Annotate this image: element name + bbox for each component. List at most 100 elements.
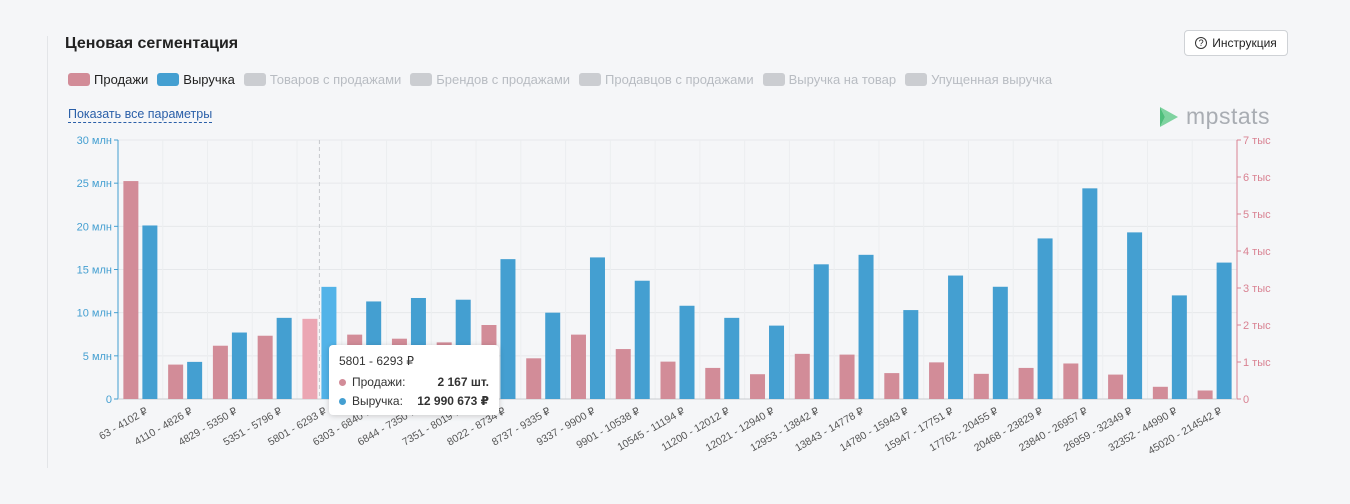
bar-sales — [794, 353, 810, 399]
bar-revenue — [1127, 232, 1143, 399]
bar-revenue — [142, 225, 158, 399]
y-right-tick-label: 0 — [1243, 394, 1249, 406]
bar-revenue — [1216, 262, 1232, 399]
bar-sales — [884, 373, 900, 399]
bar-revenue — [1082, 188, 1098, 399]
legend-item-sales[interactable]: Продажи — [68, 72, 148, 87]
legend-swatch — [243, 73, 266, 86]
legend-swatch — [157, 73, 180, 86]
mpstats-logo: mpstats — [1158, 103, 1270, 130]
y-right-tick-label: 4 тыс — [1243, 246, 1271, 258]
tooltip-label: Продажи: — [352, 375, 406, 389]
show-all-parameters-link[interactable]: Показать все параметры — [68, 107, 213, 123]
bar-revenue — [1171, 295, 1187, 399]
legend-label: Упущенная выручка — [931, 72, 1053, 87]
y-right-tick-label: 3 тыс — [1243, 283, 1271, 295]
legend-label: Брендов с продажами — [436, 72, 571, 87]
bar-sales — [615, 349, 631, 399]
bar-sales — [1063, 363, 1079, 399]
chart-legend: Продажи Выручка Товаров с продажами Брен… — [68, 72, 1052, 87]
y-left-tick-label: 15 млн — [77, 265, 112, 277]
legend-label: Продажи — [94, 72, 149, 87]
bar-revenue — [992, 286, 1008, 399]
bar-sales — [750, 374, 766, 399]
bar-sales — [570, 334, 586, 399]
y-left-tick-label: 10 млн — [77, 308, 112, 320]
chart-tooltip: 5801 - 6293 ₽ Продажи: 2 167 шт. Выручка… — [329, 345, 499, 415]
legend-item-revenue-per-product[interactable]: Выручка на товар — [762, 72, 897, 87]
bar-sales — [929, 362, 945, 399]
legend-swatch — [762, 73, 785, 86]
tooltip-dot — [339, 378, 346, 386]
bar-revenue — [500, 259, 516, 399]
y-right-tick-label: 2 тыс — [1243, 320, 1271, 332]
bar-sales — [839, 354, 855, 399]
bar-sales — [660, 361, 676, 399]
y-left-tick-label: 30 млн — [77, 135, 112, 147]
legend-item-revenue[interactable]: Выручка — [157, 72, 235, 87]
bar-sales — [1108, 374, 1124, 399]
bar-revenue — [545, 312, 561, 399]
bar-revenue — [769, 325, 785, 399]
bar-revenue — [858, 254, 874, 399]
legend-item-lost-revenue[interactable]: Упущенная выручка — [905, 72, 1052, 87]
bar-sales — [257, 335, 273, 399]
tooltip-title: 5801 - 6293 ₽ — [339, 354, 415, 368]
y-right-tick-label: 5 тыс — [1243, 209, 1271, 221]
legend-swatch — [68, 73, 90, 86]
bar-revenue — [276, 317, 292, 399]
tooltip-dot — [339, 397, 346, 405]
page-title: Ценовая сегментация — [65, 35, 239, 52]
y-left-tick-label: 20 млн — [77, 221, 112, 233]
y-right-tick-label: 6 тыс — [1243, 172, 1271, 184]
bar-revenue — [589, 257, 605, 399]
legend-item-brands-with-sales[interactable]: Брендов с продажами — [410, 72, 570, 87]
logo-text: mpstats — [1186, 103, 1271, 129]
bar-revenue — [948, 275, 964, 399]
bar-sales — [168, 364, 184, 399]
bar-revenue — [1037, 238, 1053, 399]
tooltip-value: 12 990 673 ₽ — [417, 394, 489, 408]
question-circle-icon: ? — [1195, 37, 1208, 49]
bar-sales — [1018, 367, 1034, 399]
y-left-tick-label: 25 млн — [77, 178, 112, 190]
tooltip-value: 2 167 шт. — [437, 375, 489, 389]
bar-revenue — [903, 310, 919, 399]
bar-sales — [973, 373, 989, 399]
legend-label: Выручка на товар — [788, 72, 897, 87]
tooltip-row-revenue: Выручка: 12 990 673 ₽ — [339, 394, 489, 408]
bar-revenue — [231, 332, 247, 399]
mpstats-logo-icon — [1160, 106, 1178, 127]
legend-label: Товаров с продажами — [269, 72, 402, 87]
tooltip-row-sales: Продажи: 2 167 шт. — [339, 375, 489, 389]
legend-swatch — [579, 73, 602, 86]
legend-swatch — [905, 73, 928, 86]
bar-sales — [1152, 386, 1168, 399]
legend-item-products-with-sales[interactable]: Товаров с продажами — [243, 72, 402, 87]
bar-sales — [123, 181, 139, 399]
bar-revenue — [634, 280, 650, 399]
legend-label: Продавцов с продажами — [605, 72, 754, 87]
bar-sales — [1197, 390, 1213, 399]
x-tick-label: 45020 - 214542 ₽ — [1146, 405, 1224, 457]
instruction-button-label: Инструкция — [1212, 36, 1277, 50]
bar-sales — [302, 318, 318, 399]
legend-item-sellers-with-sales[interactable]: Продавцов с продажами — [579, 72, 754, 87]
y-right-tick-label: 7 тыс — [1243, 135, 1271, 147]
bar-sales — [705, 367, 721, 399]
y-right-tick-label: 1 тыс — [1243, 357, 1271, 369]
legend-label: Выручка — [183, 72, 235, 87]
legend-swatch — [410, 73, 433, 86]
bar-sales — [212, 345, 228, 399]
tooltip-label: Выручка: — [352, 394, 403, 408]
bar-revenue — [813, 264, 829, 399]
bar-sales — [526, 358, 542, 399]
bar-revenue — [724, 317, 740, 399]
bar-revenue — [679, 305, 695, 399]
instruction-button[interactable]: ? Инструкция — [1184, 30, 1288, 56]
y-left-tick-label: 5 млн — [83, 351, 112, 363]
left-divider — [47, 36, 48, 468]
y-left-tick-label: 0 — [106, 394, 112, 406]
bar-revenue — [187, 361, 203, 399]
